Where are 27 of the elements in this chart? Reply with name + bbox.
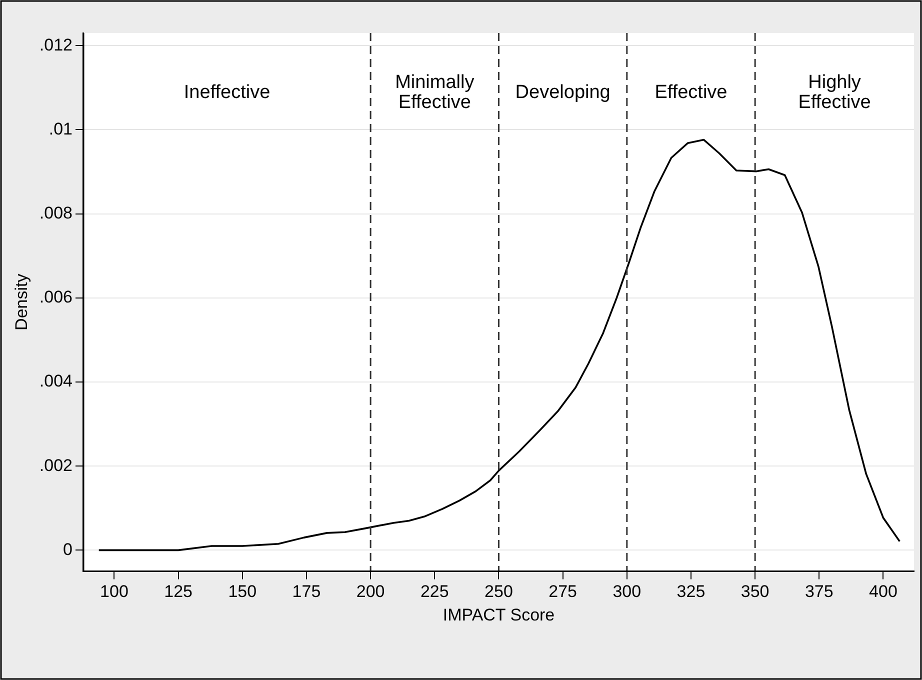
annotation: Minimally Effective [395,72,475,114]
annotation: Effective [654,82,728,104]
x-tick-label: 250 [484,582,513,602]
y-tick-label: .01 [48,119,72,138]
annotation: Ineffective [184,82,270,104]
annotation: Developing [515,82,610,104]
y-tick-label: .002 [39,456,72,475]
x-tick-label: 300 [612,582,642,602]
x-tick-label: 350 [740,582,770,602]
x-tick-label: 100 [100,582,128,602]
y-tick-label: .004 [39,372,72,391]
x-tick-label: 275 [548,582,578,602]
x-axis-title: IMPACT Score [442,605,555,624]
x-tick-label: 125 [164,582,193,602]
x-tick-label: 400 [869,582,898,602]
x-tick-label: 150 [228,582,257,602]
x-tick-label: 200 [356,582,385,602]
x-tick-label: 175 [292,582,321,602]
annotation: Highly Effective [798,72,871,114]
y-tick-label: .008 [39,203,72,222]
y-tick-label: .012 [39,35,72,54]
y-tick-label: .006 [39,288,72,307]
x-tick-label: 325 [676,582,706,602]
x-tick-label: 225 [420,582,449,602]
y-tick-label: 0 [63,540,72,559]
x-tick-label: 375 [804,582,834,602]
y-axis-title: Density [12,273,31,330]
